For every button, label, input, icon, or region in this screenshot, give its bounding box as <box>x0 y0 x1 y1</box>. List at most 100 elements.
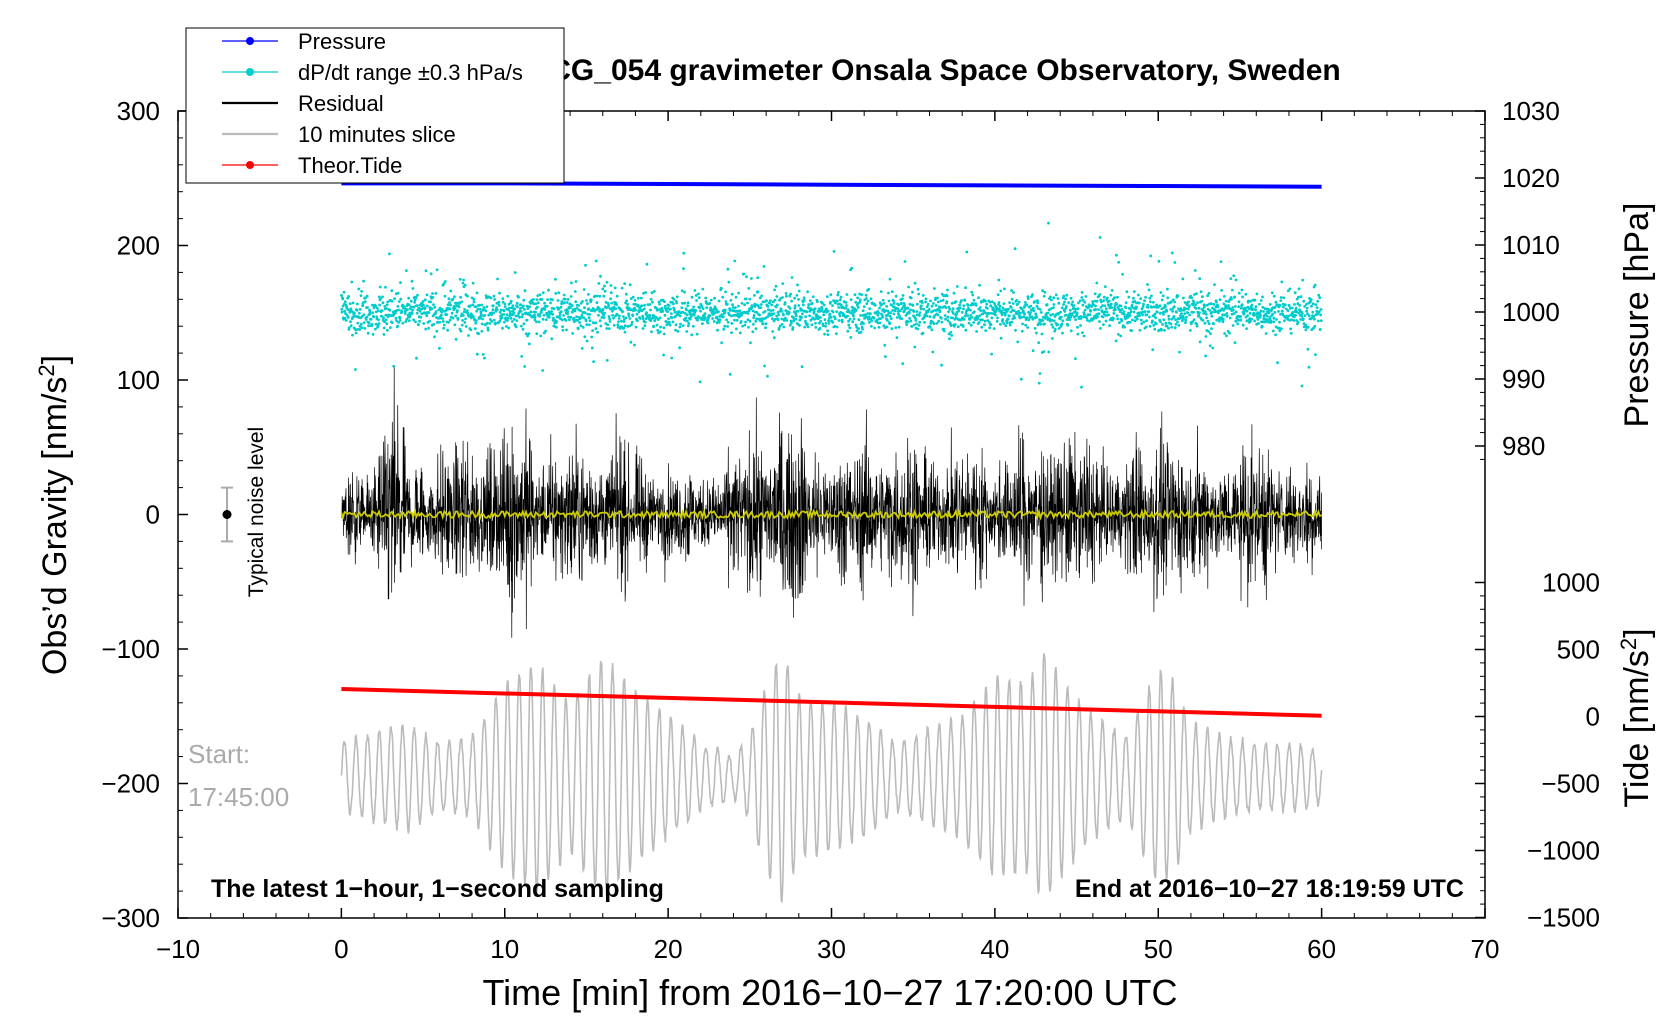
dpdt-point <box>1091 300 1094 303</box>
dpdt-point <box>1045 303 1049 306</box>
dpdt-point <box>640 304 644 308</box>
dpdt-point <box>936 313 940 317</box>
dpdt-point <box>538 293 542 297</box>
dpdt-point <box>1031 349 1035 353</box>
dpdt-point <box>729 314 733 318</box>
legend-item: Theor.Tide <box>222 153 402 178</box>
dpdt-point <box>1107 313 1110 317</box>
dpdt-point <box>816 314 820 318</box>
dpdt-point <box>481 353 485 356</box>
dpdt-point <box>748 319 752 323</box>
dpdt-point <box>685 308 688 312</box>
dpdt-point <box>1221 313 1224 317</box>
residual-mean-line <box>340 508 1323 522</box>
dpdt-point <box>780 317 784 321</box>
dpdt-point <box>1066 323 1070 327</box>
dpdt-point <box>509 317 513 320</box>
dpdt-point <box>393 297 396 301</box>
dpdt-point <box>692 313 696 317</box>
dpdt-point <box>1023 312 1026 316</box>
dpdt-point <box>1254 305 1258 309</box>
dpdt-point <box>964 312 968 315</box>
dpdt-point <box>629 297 633 300</box>
dpdt-point <box>1129 310 1133 313</box>
dpdt-point <box>1231 324 1235 327</box>
dpdt-point <box>1173 300 1176 304</box>
dpdt-point <box>1314 303 1318 306</box>
dpdt-point <box>1081 298 1085 302</box>
y-tide-tick-label: 0 <box>1586 702 1600 732</box>
dpdt-point <box>492 294 496 298</box>
dpdt-point <box>751 309 755 313</box>
dpdt-point <box>829 293 833 297</box>
dpdt-point <box>827 322 831 325</box>
dpdt-point <box>1259 314 1262 317</box>
dpdt-point <box>1093 292 1097 296</box>
dpdt-point <box>1192 318 1196 322</box>
dpdt-point <box>1271 312 1274 316</box>
dpdt-point <box>705 306 709 310</box>
dpdt-point <box>950 301 954 305</box>
dpdt-point <box>1169 308 1173 311</box>
dpdt-point <box>825 295 829 298</box>
dpdt-point <box>923 321 926 324</box>
dpdt-point <box>575 306 579 310</box>
dpdt-point <box>378 303 381 307</box>
dpdt-point <box>854 323 858 327</box>
dpdt-point <box>448 301 451 304</box>
dpdt-point <box>434 292 438 295</box>
dpdt-point <box>354 331 358 335</box>
dpdt-point <box>386 328 389 332</box>
dpdt-point <box>761 322 765 326</box>
dpdt-point <box>424 269 428 273</box>
dpdt-point <box>523 289 527 293</box>
dpdt-point <box>845 304 848 307</box>
dpdt-point <box>1228 331 1231 335</box>
dpdt-point <box>813 317 817 321</box>
dpdt-point <box>1201 295 1204 299</box>
dpdt-point <box>520 355 524 358</box>
dpdt-point <box>1280 327 1283 330</box>
dpdt-point <box>570 281 573 285</box>
dpdt-point <box>1223 313 1227 317</box>
dpdt-point <box>890 327 894 330</box>
dpdt-point <box>605 327 609 330</box>
dpdt-point <box>1125 290 1129 294</box>
dpdt-point <box>524 332 528 336</box>
dpdt-point <box>561 328 565 332</box>
x-tick-label: 60 <box>1307 934 1336 964</box>
dpdt-point <box>1120 308 1124 311</box>
dpdt-point <box>861 327 864 331</box>
dpdt-point <box>1258 302 1261 306</box>
dpdt-point <box>1150 294 1153 298</box>
dpdt-point <box>593 294 597 298</box>
dpdt-point <box>372 315 376 319</box>
dpdt-point <box>789 292 793 296</box>
dpdt-point <box>405 269 408 272</box>
dpdt-point <box>502 313 506 316</box>
dpdt-point <box>693 289 697 292</box>
dpdt-point <box>406 313 410 317</box>
dpdt-point <box>1080 385 1083 389</box>
dpdt-point <box>722 327 726 331</box>
pressure-series <box>341 181 1322 189</box>
dpdt-point <box>978 283 981 287</box>
dpdt-point <box>734 295 738 299</box>
dpdt-point <box>972 321 975 324</box>
dpdt-point <box>1307 314 1311 318</box>
dpdt-point <box>522 304 525 308</box>
dpdt-point <box>649 319 653 322</box>
dpdt-point <box>480 329 484 333</box>
dpdt-point <box>634 325 638 329</box>
dpdt-point <box>680 306 684 310</box>
legend-swatch-dot <box>246 37 254 45</box>
dpdt-point <box>560 318 564 322</box>
x-tick-label: 0 <box>334 934 348 964</box>
dpdt-point <box>801 312 804 316</box>
dpdt-point <box>1237 305 1240 308</box>
dpdt-point <box>1180 312 1183 315</box>
dpdt-point <box>855 329 859 333</box>
dpdt-point <box>749 341 752 345</box>
dpdt-point <box>1133 319 1137 323</box>
legend-swatch-dot <box>246 68 254 76</box>
